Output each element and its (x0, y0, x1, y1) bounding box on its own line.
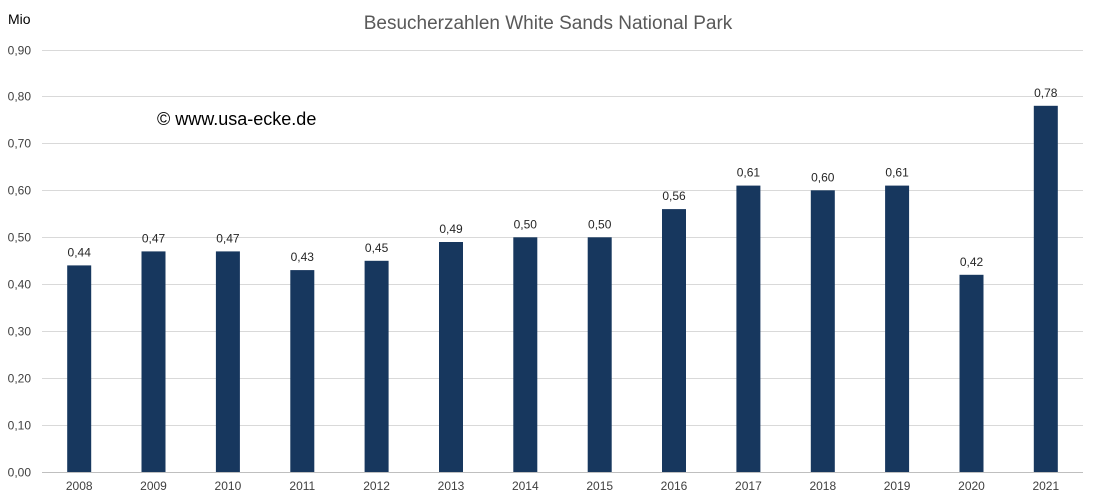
y-tick-label: 0,40 (8, 278, 32, 292)
y-tick-label: 0,00 (8, 466, 32, 480)
bar-2019 (885, 185, 910, 472)
data-label-2012: 0,45 (365, 241, 389, 255)
watermark: © www.usa-ecke.de (157, 109, 316, 129)
bar-2017 (736, 185, 761, 472)
x-tick-label: 2018 (809, 479, 836, 493)
x-axis-ticks: 2008 2009 2010 2011 2012 2013 2014 2015 2016 2017… (66, 479, 1060, 493)
data-label-2021: 0,78 (1034, 86, 1058, 100)
y-tick-label: 0,70 (8, 137, 32, 151)
data-label-2019: 0,61 (885, 166, 909, 180)
y-tick-label: 0,10 (8, 419, 32, 433)
x-tick-label: 2016 (661, 479, 688, 493)
data-label-2009: 0,47 (142, 231, 166, 245)
bars (67, 105, 1058, 473)
x-tick-label: 2012 (363, 479, 390, 493)
x-tick-label: 2019 (884, 479, 911, 493)
x-tick-label: 2008 (66, 479, 93, 493)
data-label-2017: 0,61 (737, 166, 761, 180)
x-tick-label: 2017 (735, 479, 762, 493)
x-tick-label: 2013 (438, 479, 465, 493)
x-tick-label: 2009 (140, 479, 167, 493)
y-tick-label: 0,50 (8, 231, 32, 245)
bar-2010 (215, 251, 240, 472)
chart-title: Besucherzahlen White Sands National Park (364, 13, 733, 34)
data-label-2016: 0,56 (662, 189, 686, 203)
x-tick-label: 2021 (1032, 479, 1059, 493)
data-label-2011: 0,43 (291, 250, 315, 264)
x-tick-label: 2020 (958, 479, 985, 493)
data-label-2015: 0,50 (588, 217, 612, 231)
bar-2009 (141, 251, 166, 472)
y-tick-label: 0,80 (8, 90, 32, 104)
bar-2012 (364, 260, 389, 473)
y-tick-label: 0,60 (8, 184, 32, 198)
y-axis-ticks: 0,00 0,10 0,20 0,30 0,40 0,50 0,60 0,70 0,80 0,90 (8, 44, 32, 480)
data-label-2008: 0,44 (68, 245, 92, 259)
bar-2011 (290, 270, 315, 472)
data-label-2014: 0,50 (514, 217, 538, 231)
data-label-2010: 0,47 (216, 231, 240, 245)
gridlines (42, 50, 1083, 426)
data-label-2020: 0,42 (960, 255, 984, 269)
y-unit-label: Mio (8, 11, 31, 27)
x-tick-label: 2015 (586, 479, 613, 493)
bar-2013 (439, 242, 463, 472)
y-tick-label: 0,90 (8, 44, 32, 58)
data-label-2018: 0,60 (811, 170, 835, 184)
bar-2015 (587, 237, 612, 472)
y-tick-label: 0,30 (8, 325, 32, 339)
bar-2018 (810, 190, 835, 473)
data-labels: 0,44 0,47 0,47 0,43 0,45 0,49 0,50 0,50 0,56 0,61… (68, 86, 1058, 269)
y-tick-label: 0,20 (8, 372, 32, 386)
x-tick-label: 2011 (289, 479, 315, 493)
bar-2008 (67, 265, 92, 472)
data-label-2013: 0,49 (439, 222, 463, 236)
x-tick-label: 2010 (215, 479, 242, 493)
bar-2014 (513, 237, 538, 472)
bar-2020 (959, 274, 984, 472)
bar-2016 (662, 209, 686, 472)
x-tick-label: 2014 (512, 479, 539, 493)
bar-2021 (1033, 105, 1058, 473)
